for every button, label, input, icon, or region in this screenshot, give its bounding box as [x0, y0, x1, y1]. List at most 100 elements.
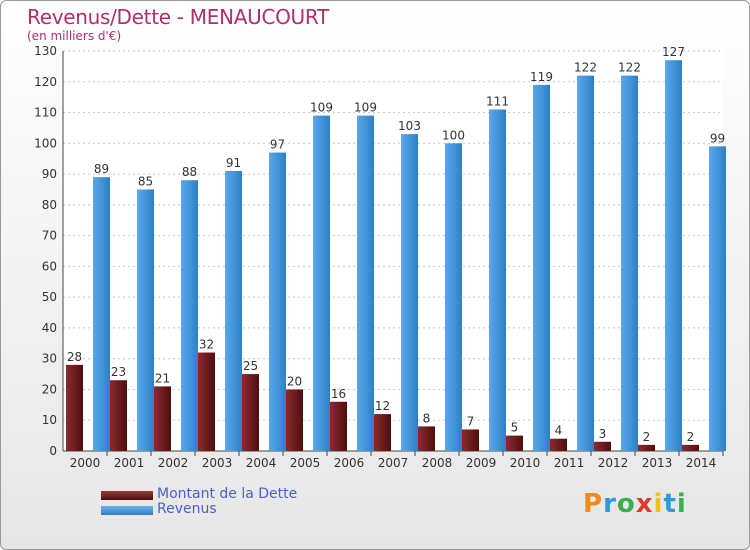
legend-label-dette: Montant de la Dette: [157, 486, 298, 502]
chart-subtitle: (en milliers d'€): [27, 29, 122, 43]
y-tick-label: 10: [42, 413, 57, 427]
logo-letter: r: [603, 489, 617, 519]
value-label-dette: 4: [555, 424, 563, 438]
value-label-revenus: 119: [530, 70, 553, 84]
value-label-revenus: 85: [138, 174, 153, 188]
bar-dette: [110, 380, 127, 451]
value-label-dette: 2: [643, 430, 651, 444]
x-tick-label: 2012: [598, 456, 629, 470]
value-label-revenus: 103: [398, 119, 421, 133]
logo-letter: i: [676, 489, 687, 519]
value-label-dette: 32: [199, 338, 214, 352]
bar-dette: [66, 364, 83, 451]
y-tick-label: 80: [42, 198, 57, 212]
bar-dette: [154, 386, 171, 451]
bar-dette: [242, 374, 259, 451]
x-tick-label: 2013: [642, 456, 673, 470]
y-tick-label: 110: [34, 106, 57, 120]
value-label-revenus: 99: [710, 131, 725, 145]
bar-revenus: [401, 134, 418, 452]
bar-dette: [330, 401, 347, 451]
bar-revenus: [93, 177, 110, 451]
bar-dette: [506, 435, 523, 451]
bar-dette: [550, 438, 567, 451]
bar-revenus: [709, 146, 726, 451]
value-label-dette: 8: [423, 411, 431, 425]
bar-dette: [682, 444, 699, 451]
value-label-dette: 25: [243, 359, 258, 373]
value-label-dette: 5: [511, 421, 519, 435]
x-tick-label: 2008: [422, 456, 453, 470]
bar-dette: [638, 444, 655, 451]
legend-label-revenus: Revenus: [157, 501, 217, 517]
value-label-revenus: 111: [486, 94, 509, 108]
y-tick-label: 50: [42, 290, 57, 304]
bar-revenus: [665, 60, 682, 451]
x-tick-label: 2000: [70, 456, 101, 470]
y-tick-label: 40: [42, 321, 57, 335]
bar-revenus: [621, 75, 638, 451]
y-tick-label: 130: [34, 44, 57, 58]
y-tick-label: 100: [34, 136, 57, 150]
bar-revenus: [445, 143, 462, 452]
value-label-dette: 20: [287, 374, 302, 388]
x-tick-label: 2001: [114, 456, 145, 470]
value-label-revenus: 122: [574, 61, 597, 75]
bar-revenus: [269, 152, 286, 452]
legend-item-dette: Montant de la Dette: [101, 486, 401, 503]
bar-dette: [462, 429, 479, 451]
value-label-dette: 23: [111, 365, 126, 379]
y-tick-label: 30: [42, 352, 57, 366]
logo-letter: o: [616, 489, 636, 519]
bar-revenus: [313, 115, 330, 451]
bar-revenus: [577, 75, 594, 451]
x-tick-label: 2002: [158, 456, 189, 470]
y-tick-label: 90: [42, 167, 57, 181]
value-label-dette: 2: [687, 430, 695, 444]
value-label-revenus: 88: [182, 165, 197, 179]
x-tick-label: 2009: [466, 456, 497, 470]
bar-revenus: [533, 84, 550, 451]
bar-revenus: [137, 189, 154, 451]
x-tick-label: 2006: [334, 456, 365, 470]
value-label-dette: 3: [599, 427, 607, 441]
logo-letter: x: [635, 489, 654, 519]
value-label-revenus: 109: [310, 101, 333, 115]
value-label-dette: 7: [467, 414, 475, 428]
x-tick-label: 2003: [202, 456, 233, 470]
plot-area: [63, 51, 723, 451]
value-label-dette: 16: [331, 387, 346, 401]
bar-revenus: [225, 171, 242, 451]
bar-dette: [374, 414, 391, 451]
x-tick-label: 2005: [290, 456, 321, 470]
logo-letter: t: [663, 489, 677, 519]
y-tick-label: 0: [49, 444, 57, 458]
bar-revenus: [489, 109, 506, 451]
proxiti-logo: Proxiti: [583, 489, 687, 519]
value-label-dette: 12: [375, 399, 390, 413]
x-tick-label: 2011: [554, 456, 585, 470]
y-tick-label: 60: [42, 259, 57, 273]
value-label-revenus: 97: [270, 138, 285, 152]
legend-swatch-dette: [101, 491, 153, 500]
y-tick-label: 20: [42, 382, 57, 396]
chart-title: Revenus/Dette - MENAUCOURT: [27, 5, 329, 29]
y-tick-label: 120: [34, 75, 57, 89]
value-label-revenus: 122: [618, 61, 641, 75]
bar-dette: [418, 426, 435, 451]
bar-revenus: [357, 115, 374, 451]
x-tick-label: 2010: [510, 456, 541, 470]
value-label-dette: 28: [67, 350, 82, 364]
bar-dette: [286, 389, 303, 451]
y-tick-label: 70: [42, 229, 57, 243]
x-tick-label: 2007: [378, 456, 409, 470]
x-tick-label: 2014: [686, 456, 717, 470]
legend-swatch-revenus: [101, 506, 153, 515]
logo-letter: P: [583, 489, 604, 519]
value-label-revenus: 91: [226, 156, 241, 170]
value-label-revenus: 100: [442, 128, 465, 142]
bar-revenus: [181, 180, 198, 451]
legend-item-revenus: Revenus: [101, 501, 401, 518]
